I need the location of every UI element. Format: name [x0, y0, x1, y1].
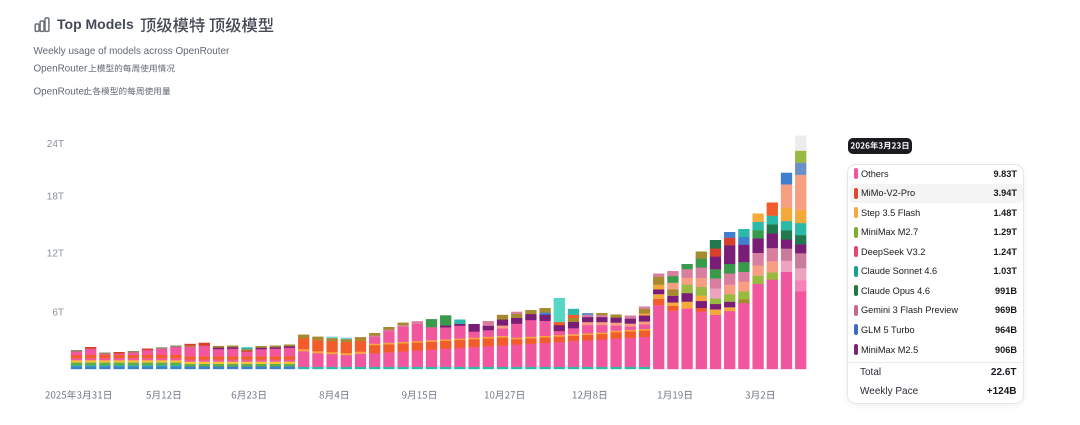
svg-text:12T: 12T	[47, 249, 64, 260]
svg-text:OpenRouter: OpenRouter	[34, 86, 89, 97]
svg-text:18T: 18T	[47, 192, 64, 203]
svg-text:OpenRouter: OpenRouter	[34, 64, 89, 75]
svg-text:Top Models: Top Models	[57, 16, 134, 32]
svg-text:24T: 24T	[47, 139, 64, 150]
svg-text:6T: 6T	[52, 308, 64, 319]
svg-text:Weekly usage of models across: Weekly usage of models across OpenRouter	[34, 46, 230, 57]
